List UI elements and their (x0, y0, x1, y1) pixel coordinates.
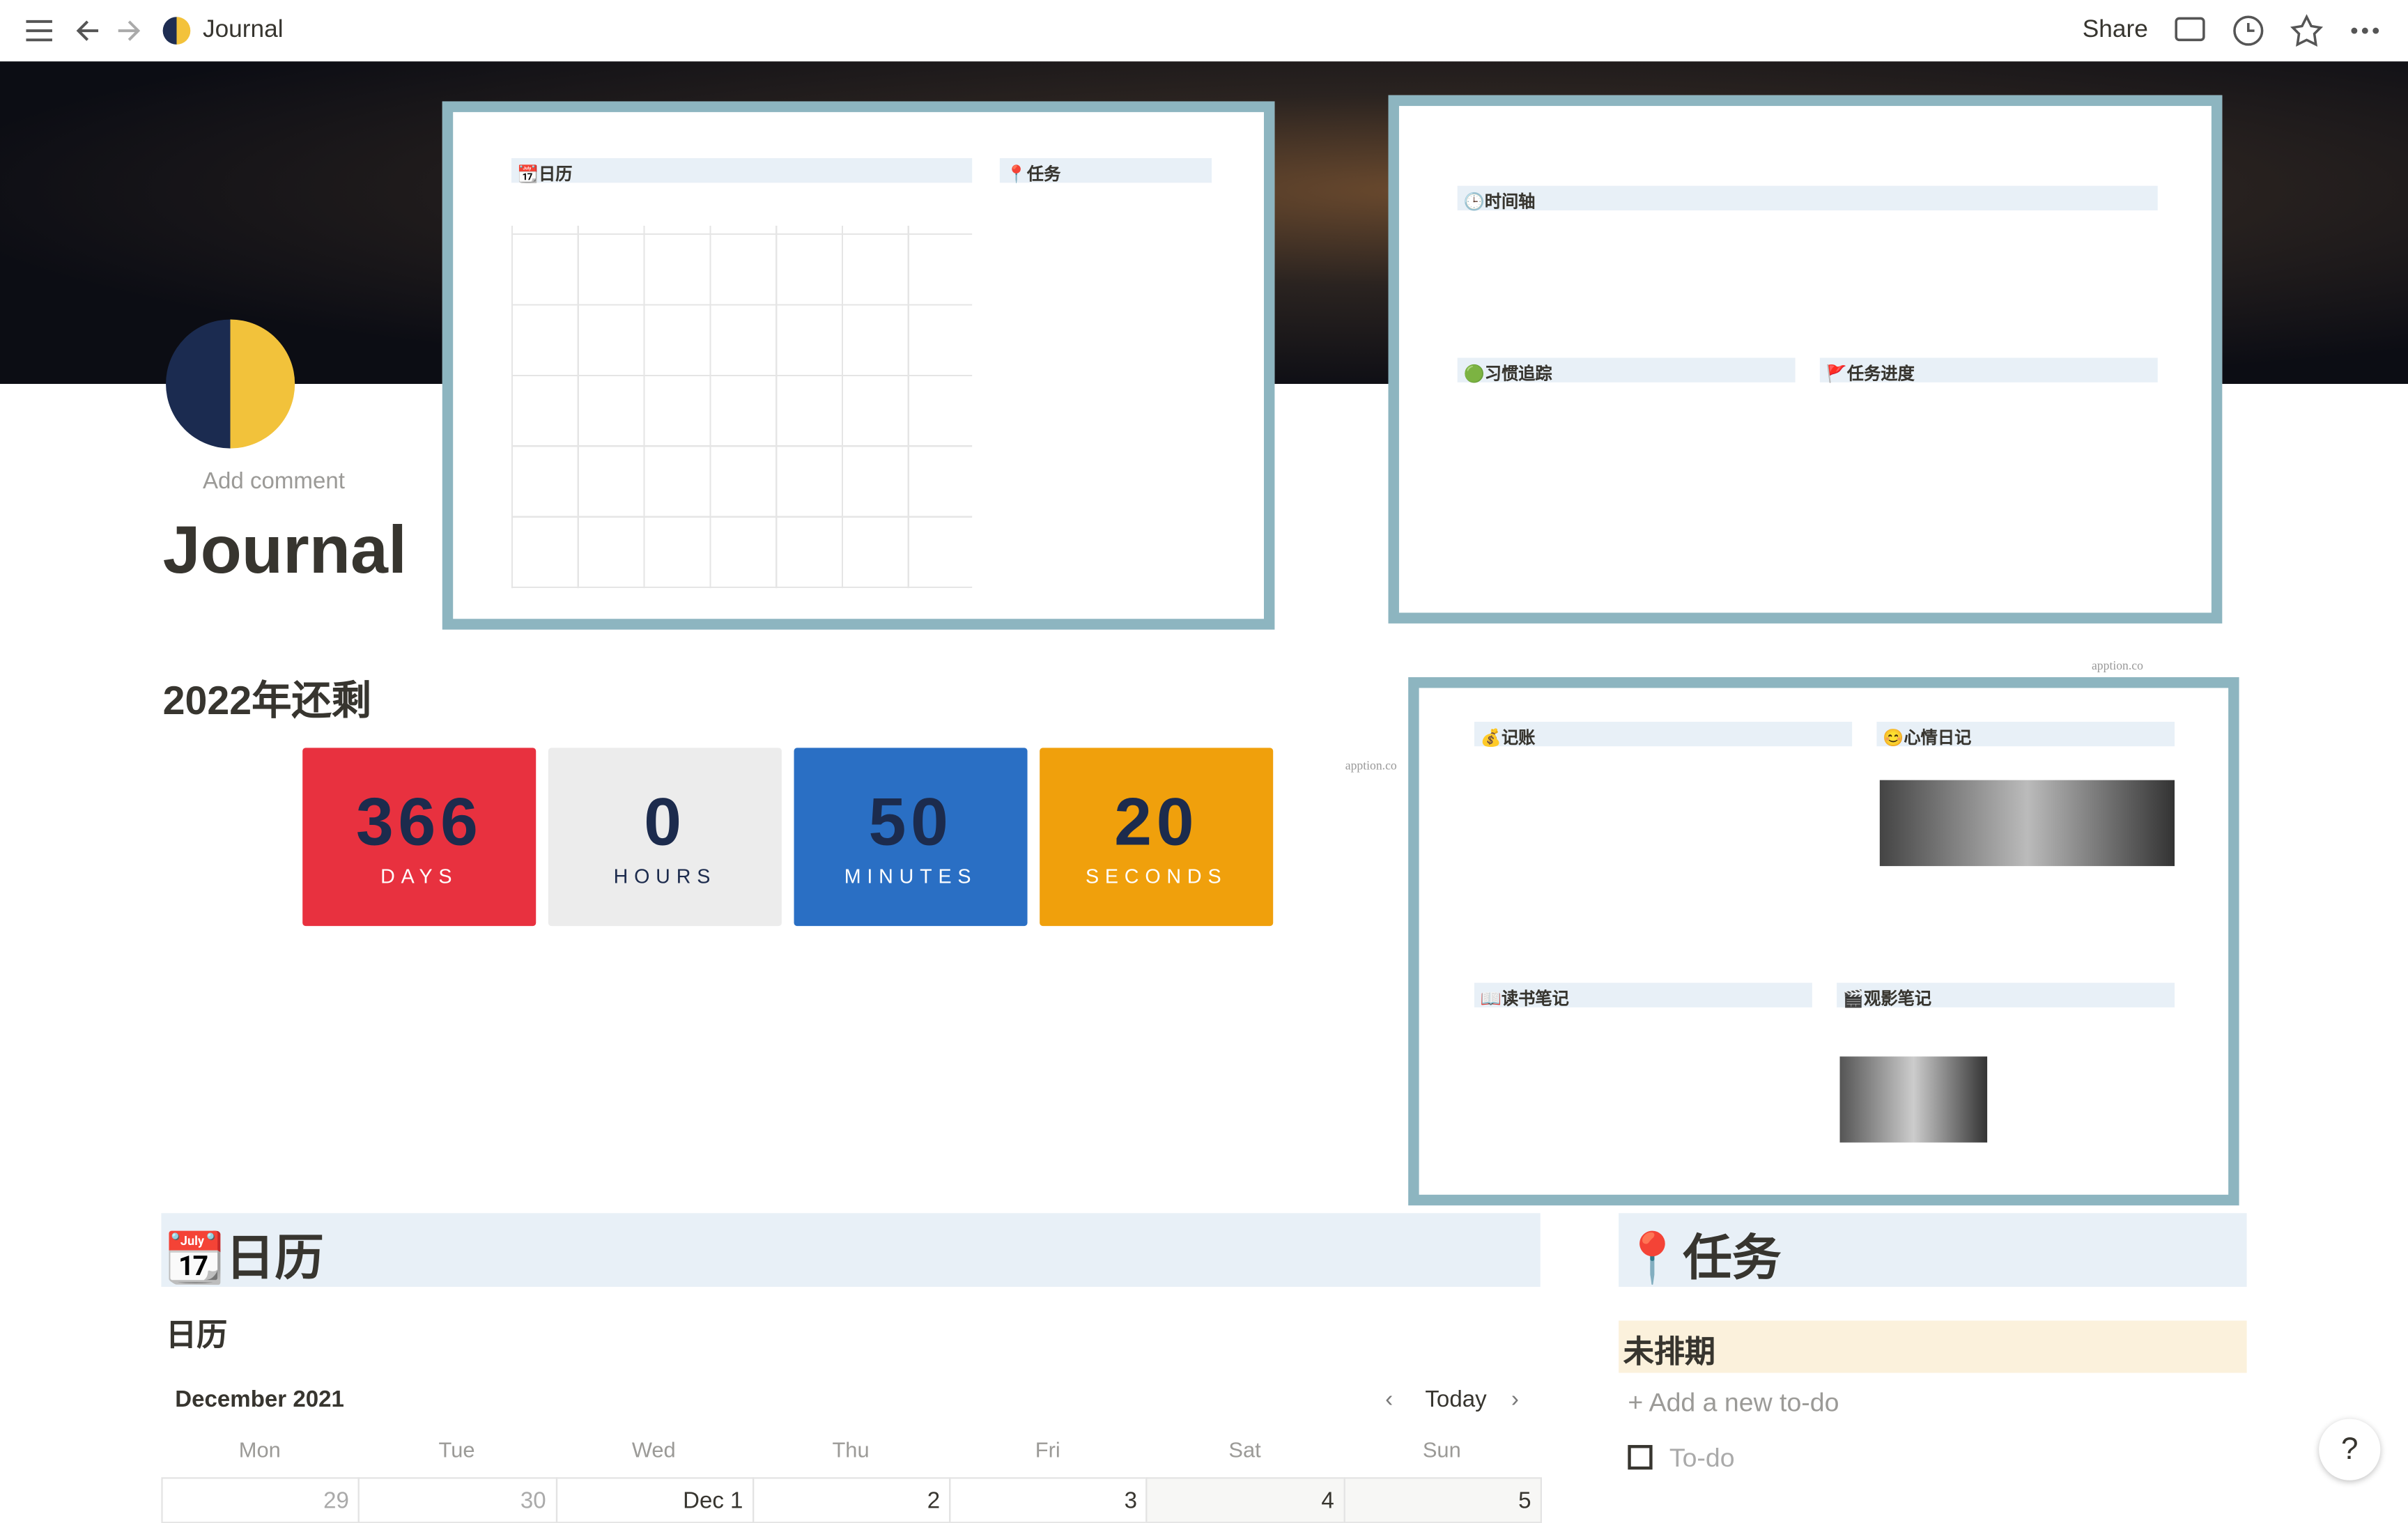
add-todo[interactable]: + Add a new to-do (1628, 1388, 1839, 1418)
next-arrow[interactable]: › (1511, 1386, 1519, 1413)
countdown-box: 20 SECONDS (1040, 748, 1274, 927)
day-cell: 2 (752, 1477, 951, 1523)
page-icon (162, 17, 191, 45)
thumb-heading: 📍任务 (999, 158, 1212, 184)
breadcrumb[interactable]: Journal (202, 17, 284, 43)
thumb-heading: 📆日历 (511, 158, 973, 184)
thumb-heading: 😊心情日记 (1876, 721, 2175, 748)
toolbar-icons[interactable] (2172, 14, 2387, 47)
moon-icon (166, 319, 295, 449)
day-cell: 30 (358, 1477, 557, 1523)
help-button[interactable]: ? (2319, 1418, 2381, 1481)
thumbnail: 💰记账 😊心情日记 📖读书笔记 🎬观影笔记 (1408, 677, 2239, 1206)
thumb-photo (1839, 1056, 1988, 1143)
countdown-heading: 2022年还剩 (162, 677, 372, 724)
thumb-heading: 🚩任务进度 (1819, 357, 2158, 384)
thumb-heading: 📖读书笔记 (1474, 982, 1812, 1009)
countdown-unit: MINUTES (844, 864, 978, 888)
weekday: Sun (1422, 1437, 1461, 1462)
add-todo-label[interactable]: Add a new to-do (1649, 1388, 1839, 1418)
thumb-photo (1879, 780, 2175, 867)
thumb-heading: 💰记账 (1474, 721, 1853, 748)
thumb-heading: 🟢习惯追踪 (1457, 357, 1796, 384)
checkbox[interactable] (1628, 1445, 1653, 1470)
weekday: Wed (631, 1437, 676, 1462)
day-cell: 3 (949, 1477, 1148, 1523)
countdown-unit: HOURS (613, 864, 717, 888)
share-button[interactable]: Share (2082, 17, 2148, 43)
countdown-unit: DAYS (380, 864, 458, 888)
tasks-heading: 📍任务 (1619, 1213, 2247, 1288)
weekday: Mon (238, 1437, 281, 1462)
month-label: December 2021 (175, 1386, 344, 1413)
thumbnail: 📆日历 📍任务 (442, 101, 1275, 630)
countdown-box: 366 DAYS (302, 748, 537, 927)
day-cell: 5 (1343, 1477, 1542, 1523)
calendar-heading: 📆日历 (161, 1213, 1541, 1288)
thumbnail: 🕒时间轴 🟢习惯追踪 🚩任务进度 (1388, 95, 2223, 624)
todo-item[interactable]: To-do (1669, 1443, 1735, 1473)
countdown-box: 50 MINUTES (794, 748, 1028, 927)
countdown-box: 0 HOURS (548, 748, 782, 927)
nav-icons[interactable] (22, 15, 160, 46)
day-cell: 29 (161, 1477, 360, 1523)
thumb-heading: 🕒时间轴 (1457, 185, 2158, 212)
prev-arrow[interactable]: ‹ (1385, 1386, 1394, 1413)
weekday: Fri (1035, 1437, 1060, 1462)
countdown-value: 0 (644, 784, 686, 860)
day-cell: Dec 1 (555, 1477, 754, 1523)
countdown-unit: SECONDS (1085, 864, 1228, 888)
today-button[interactable]: Today (1425, 1386, 1487, 1413)
add-comment[interactable]: Add comment (202, 468, 345, 495)
view-name[interactable]: 日历 (166, 1319, 228, 1353)
watermark: apption.co (2091, 658, 2143, 673)
page-title: Journal (162, 513, 407, 589)
countdown-value: 20 (1114, 784, 1199, 860)
watermark: apption.co (1345, 758, 1397, 773)
task-group: 未排期 (1619, 1320, 2247, 1373)
countdown-value: 366 (355, 784, 483, 860)
thumb-heading: 🎬观影笔记 (1837, 982, 2175, 1009)
day-cell: 4 (1146, 1477, 1345, 1523)
weekday: Tue (438, 1437, 475, 1462)
weekday: Sat (1228, 1437, 1261, 1462)
thumb-grid (511, 226, 973, 589)
topbar: Journal Share (0, 0, 2408, 61)
countdown-value: 50 (868, 784, 953, 860)
weekday: Thu (832, 1437, 870, 1462)
